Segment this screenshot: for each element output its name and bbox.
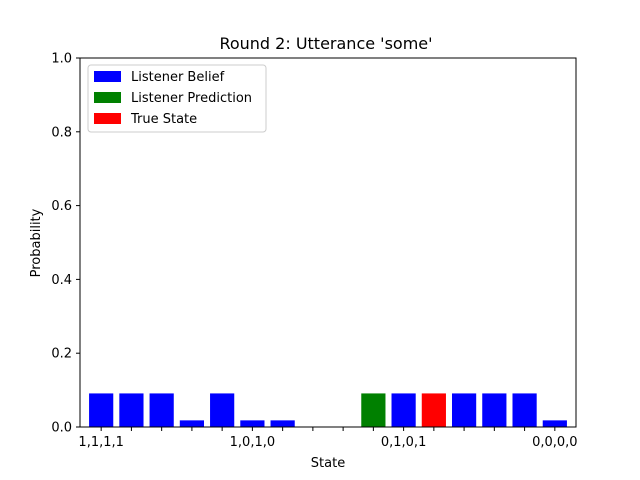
y-tick-label-5: 1.0 [51, 52, 72, 67]
bar-listener-belief-2 [149, 393, 174, 427]
bar-listener-belief-12 [452, 393, 477, 427]
x-tick-label-0: 1,1,1,1 [78, 435, 123, 450]
legend: Listener Belief Listener Prediction True S… [87, 64, 267, 133]
y-tick-label-3: 0.6 [51, 199, 72, 214]
bar-listener-belief-3 [179, 420, 204, 427]
x-tick-label-5: 1,0,1,0 [230, 435, 275, 450]
y-tick-label-0: 0.0 [51, 421, 72, 436]
bar-listener-belief-14 [512, 393, 537, 427]
chart-title: Round 2: Utterance 'some' [219, 34, 432, 53]
bar-listener-belief-10 [391, 393, 416, 427]
legend-label-0: Listener Belief [131, 70, 225, 85]
y-tick-label-4: 0.8 [51, 125, 72, 140]
y-axis-label: Probability [29, 208, 44, 277]
x-tick-label-10: 0,1,0,1 [381, 435, 426, 450]
y-tick-label-1: 0.2 [51, 347, 72, 362]
bar-listener-belief-1 [119, 393, 144, 427]
bar-listener-belief-15 [542, 420, 567, 427]
bar-listener-belief-6 [270, 420, 295, 427]
bars-group [89, 393, 567, 427]
legend-box [87, 64, 267, 133]
legend-label-1: Listener Prediction [131, 91, 252, 106]
bar-listener-belief-5 [240, 420, 265, 427]
plot-frame [79, 57, 577, 428]
y-tick-label-2: 0.4 [51, 273, 72, 288]
legend-swatch-0 [94, 71, 121, 82]
bar-listener-prediction-9 [361, 393, 386, 427]
y-axis-ticks: 0.0 0.2 0.4 0.6 0.8 1.0 [51, 52, 80, 436]
bar-true-state-11 [421, 393, 446, 427]
legend-swatch-1 [94, 92, 121, 103]
bar-listener-belief-4 [210, 393, 235, 427]
legend-swatch-2 [94, 113, 121, 124]
bar-listener-belief-13 [482, 393, 507, 427]
x-axis-ticks: 1,1,1,1 1,0,1,0 0,1,0,1 0,0,0,0 [78, 427, 578, 450]
x-tick-label-15: 0,0,0,0 [532, 435, 577, 450]
bar-listener-belief-0 [89, 393, 114, 427]
x-axis-label: State [311, 456, 345, 471]
legend-label-2: True State [130, 112, 197, 127]
